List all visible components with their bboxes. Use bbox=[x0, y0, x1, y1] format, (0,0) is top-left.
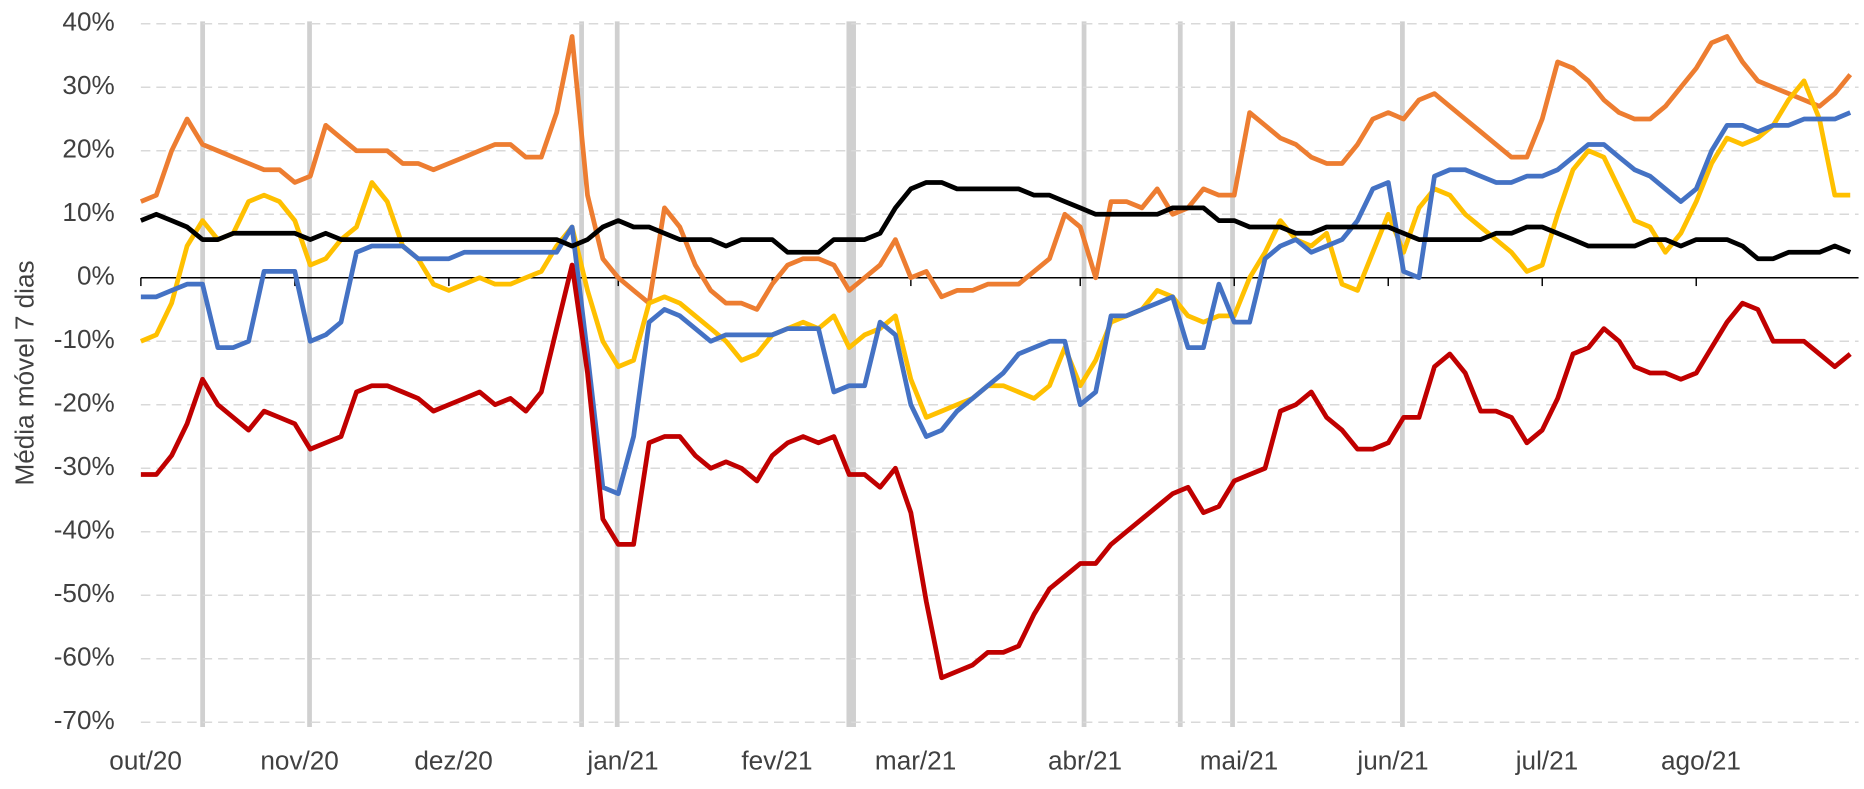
y-tick-label: 40% bbox=[62, 7, 114, 37]
x-tick-label: jan/21 bbox=[586, 746, 658, 776]
y-tick-label: -40% bbox=[54, 515, 115, 545]
y-tick-label: -50% bbox=[54, 578, 115, 608]
y-tick-label: 20% bbox=[62, 134, 114, 164]
x-tick-label: abr/21 bbox=[1048, 746, 1122, 776]
y-tick-label: -10% bbox=[54, 324, 115, 354]
x-tick-label: nov/20 bbox=[260, 746, 338, 776]
y-tick-label: -70% bbox=[54, 705, 115, 735]
x-tick-label: ago/21 bbox=[1661, 746, 1741, 776]
series-line bbox=[139, 78, 1851, 420]
series-line bbox=[139, 180, 1852, 262]
y-tick-label: 10% bbox=[62, 197, 114, 227]
x-tick-label: out/20 bbox=[109, 746, 182, 776]
y-axis-title: Média móvel 7 dias bbox=[10, 260, 40, 485]
series-line bbox=[140, 262, 1852, 681]
y-tick-label: -30% bbox=[54, 451, 115, 481]
series-line bbox=[140, 110, 1852, 497]
x-tick-label: dez/20 bbox=[414, 746, 492, 776]
x-tick-label: fev/21 bbox=[741, 746, 812, 776]
x-tick-label: jun/21 bbox=[1356, 746, 1428, 776]
x-tick-label: mar/21 bbox=[875, 746, 956, 776]
y-tick-label: -20% bbox=[54, 388, 115, 418]
series-line bbox=[139, 34, 1853, 312]
holiday-bands bbox=[200, 21, 1405, 727]
x-tick-label: jul/21 bbox=[1515, 746, 1578, 776]
y-tick-label: 0% bbox=[77, 261, 115, 291]
y-tick-label: 30% bbox=[62, 70, 114, 100]
x-tick-label: mai/21 bbox=[1200, 746, 1278, 776]
y-tick-label: -60% bbox=[54, 642, 115, 672]
